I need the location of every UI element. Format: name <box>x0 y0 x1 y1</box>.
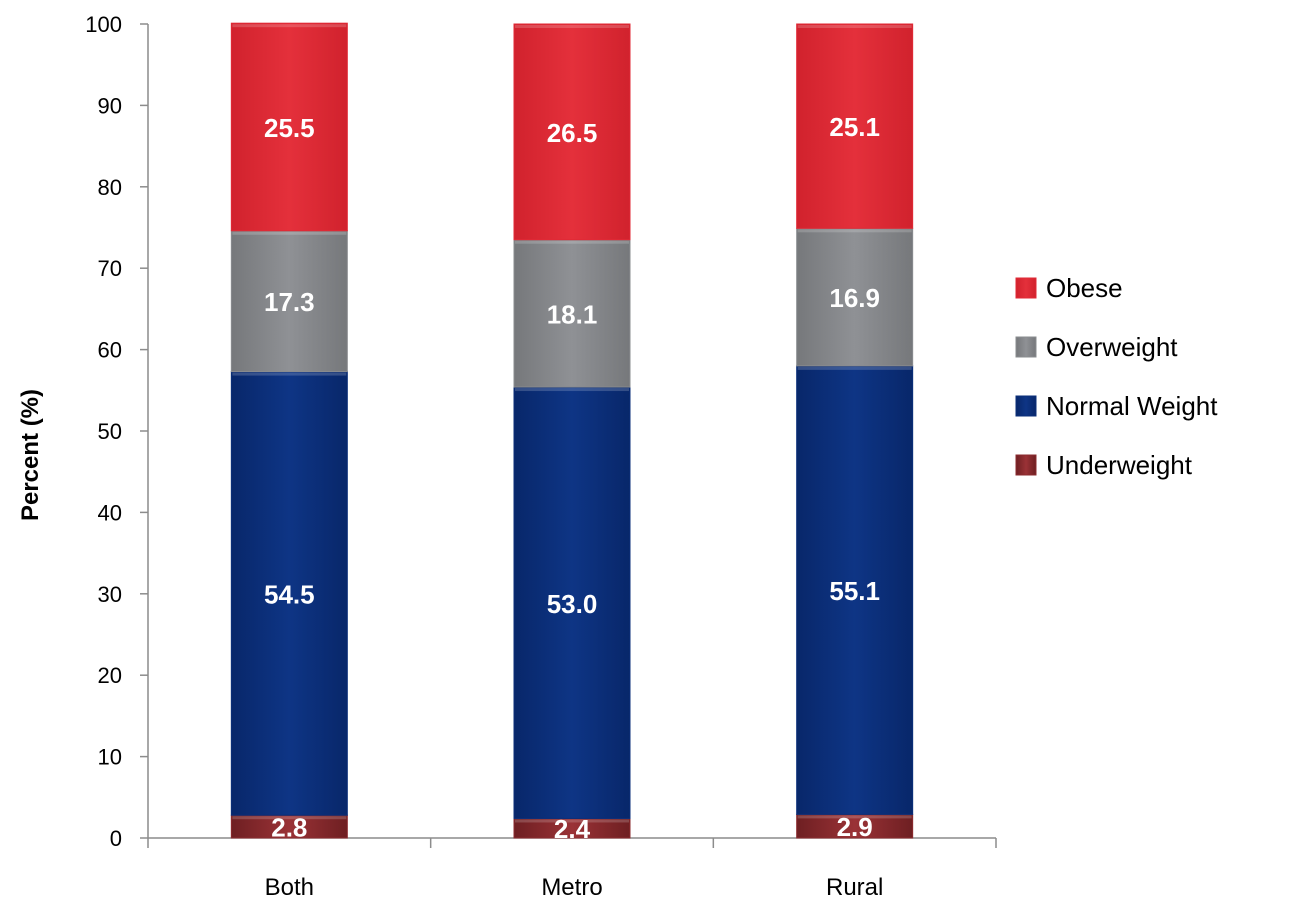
data-label-both-normal-weight: 54.5 <box>264 579 315 609</box>
x-category-label-both: Both <box>265 874 314 898</box>
bar-metro-obese <box>513 23 631 241</box>
legend-swatch-normal-weight <box>1015 395 1037 417</box>
legend-swatch-obese <box>1015 277 1037 299</box>
x-axis-ticks: Both Metro Rural <box>147 838 997 898</box>
bar-bevel-rural-overweight <box>797 229 912 233</box>
bar-rural-normal-weight <box>796 365 914 815</box>
y-tick-label: 90 <box>98 93 122 118</box>
data-label-metro-underweight: 2.4 <box>554 814 591 844</box>
data-label-rural-obese: 25.1 <box>829 112 880 142</box>
legend-swatch-underweight <box>1015 454 1037 476</box>
bar-bevel-metro-normal-weight <box>515 388 629 392</box>
legend-label-normal-weight: Normal Weight <box>1046 391 1218 421</box>
bar-bevel-rural-obese <box>797 25 912 28</box>
data-label-rural-normal-weight: 55.1 <box>829 576 880 606</box>
bar-bevel-both-obese <box>232 24 347 28</box>
y-tick-label: 0 <box>110 826 122 851</box>
y-tick-label: 70 <box>98 256 122 281</box>
bar-bevel-both-normal-weight <box>232 372 347 376</box>
x-category-label-metro: Metro <box>541 874 602 898</box>
bar-bevel-rural-underweight <box>797 815 912 819</box>
bar-bevel-metro-overweight <box>515 240 629 244</box>
data-labels: 2.8 54.5 17.3 25.5 2.4 53.0 18.1 26.5 2.9 55.1 16.… <box>264 112 880 844</box>
y-tick-label: 30 <box>98 582 122 607</box>
legend-label-underweight: Underweight <box>1046 450 1193 480</box>
bar-both-obese <box>230 22 348 232</box>
y-tick-label: 20 <box>98 663 122 688</box>
bar-bevel-both-underweight <box>232 816 347 820</box>
y-tick-label: 50 <box>98 419 122 444</box>
legend: Obese Overweight Normal Weight Underweight <box>1015 273 1218 480</box>
bar-metro-overweight <box>513 239 631 388</box>
bar-both-normal-weight <box>230 371 348 816</box>
y-tick-label: 100 <box>85 12 122 37</box>
bar-bevel-both-overweight <box>232 231 347 235</box>
legend-label-overweight: Overweight <box>1046 332 1178 362</box>
y-axis-ticks: 0 10 20 30 40 50 60 70 80 90 100 <box>85 12 148 851</box>
legend-label-obese: Obese <box>1046 273 1123 303</box>
data-label-both-overweight: 17.3 <box>264 287 315 317</box>
y-tick-label: 10 <box>98 745 122 770</box>
legend-swatch-overweight <box>1015 336 1037 358</box>
data-label-metro-obese: 26.5 <box>547 118 598 148</box>
bar-rural-obese <box>796 23 914 229</box>
data-label-both-obese: 25.5 <box>264 113 315 143</box>
data-label-both-underweight: 2.8 <box>271 813 307 843</box>
x-category-label-rural: Rural <box>826 874 883 898</box>
y-tick-label: 60 <box>98 338 122 363</box>
y-tick-label: 40 <box>98 500 122 525</box>
y-tick-label: 80 <box>98 175 122 200</box>
y-axis-label: Percent (%) <box>17 389 44 521</box>
bar-bevel-metro-underweight <box>515 819 629 823</box>
bar-bevel-metro-obese <box>515 25 629 28</box>
bar-rural-overweight <box>796 227 914 367</box>
data-label-metro-overweight: 18.1 <box>547 299 598 329</box>
data-label-rural-underweight: 2.9 <box>837 812 873 842</box>
data-label-rural-overweight: 16.9 <box>829 283 880 313</box>
bars <box>230 22 914 839</box>
bar-metro-normal-weight <box>513 386 631 819</box>
data-label-metro-normal-weight: 53.0 <box>547 589 598 619</box>
bar-bevel-rural-normal-weight <box>797 366 912 370</box>
